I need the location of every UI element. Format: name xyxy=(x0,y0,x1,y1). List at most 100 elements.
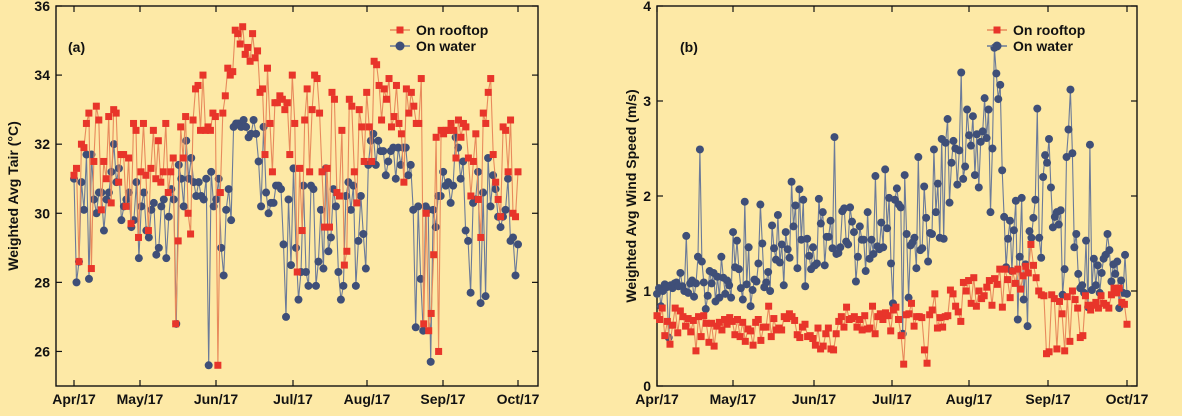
data-point-rooftop xyxy=(705,338,713,346)
data-point-rooftop xyxy=(962,287,970,295)
data-point-rooftop xyxy=(1081,292,1089,300)
data-point-water xyxy=(414,202,423,211)
data-point-rooftop xyxy=(1120,300,1128,308)
data-point-rooftop xyxy=(741,337,749,345)
data-point-water xyxy=(1072,230,1081,238)
data-point-rooftop xyxy=(454,116,462,124)
data-point-rooftop xyxy=(82,119,90,127)
data-point-rooftop xyxy=(837,313,845,321)
data-point-water xyxy=(204,361,213,370)
data-point-rooftop xyxy=(861,312,869,320)
data-point-rooftop xyxy=(897,332,905,340)
data-point-rooftop xyxy=(464,154,472,162)
data-point-rooftop xyxy=(907,299,915,307)
data-point-water xyxy=(736,284,745,293)
data-point-rooftop xyxy=(663,317,671,325)
data-point-rooftop xyxy=(819,342,827,350)
data-point-water xyxy=(1033,104,1042,113)
data-point-rooftop xyxy=(783,315,791,323)
data-point-water xyxy=(734,265,743,274)
data-point-water xyxy=(924,257,933,266)
data-point-water xyxy=(346,205,355,214)
data-point-water xyxy=(1082,236,1091,245)
data-point-water xyxy=(174,160,183,169)
legend-label: On water xyxy=(416,38,476,54)
data-point-water xyxy=(304,281,313,290)
data-point-water xyxy=(902,230,911,238)
data-point-water xyxy=(963,105,972,114)
data-point-water xyxy=(1005,216,1014,225)
data-point-water xyxy=(219,271,228,280)
y-tick-label: 26 xyxy=(34,343,50,359)
data-point-water xyxy=(725,281,734,290)
data-point-water xyxy=(326,233,335,242)
data-point-rooftop xyxy=(850,313,858,321)
data-point-rooftop xyxy=(824,324,832,332)
data-point-rooftop xyxy=(1110,284,1118,292)
data-point-rooftop xyxy=(494,195,502,203)
data-point-rooftop xyxy=(757,336,765,344)
data-point-water xyxy=(319,264,328,273)
data-point-rooftop xyxy=(682,322,690,330)
data-point-rooftop xyxy=(452,154,460,162)
data-point-rooftop xyxy=(1094,304,1102,312)
data-point-rooftop xyxy=(321,223,329,231)
data-point-water xyxy=(401,143,410,152)
data-point-rooftop xyxy=(415,119,423,127)
data-point-water xyxy=(961,162,970,171)
data-point-rooftop xyxy=(281,106,289,114)
data-point-water xyxy=(224,185,233,194)
data-point-rooftop xyxy=(959,278,967,286)
data-point-rooftop xyxy=(736,333,744,341)
data-point-rooftop xyxy=(980,292,988,300)
data-point-rooftop xyxy=(713,322,721,330)
data-point-rooftop xyxy=(733,316,741,323)
data-point-rooftop xyxy=(926,311,934,319)
data-point-water xyxy=(818,208,827,217)
data-point-water xyxy=(366,136,375,145)
y-axis-label: Weighted Avg Tair (°C) xyxy=(5,121,21,271)
data-point-water xyxy=(748,286,757,295)
data-point-water xyxy=(848,217,857,226)
data-point-water xyxy=(846,203,855,212)
data-point-water xyxy=(202,174,211,183)
data-point-rooftop xyxy=(900,360,908,368)
data-point-water xyxy=(732,236,741,245)
data-point-water xyxy=(1111,269,1120,278)
data-point-rooftop xyxy=(85,109,93,117)
data-point-rooftop xyxy=(788,313,796,321)
data-point-water xyxy=(239,116,248,124)
data-point-water xyxy=(269,198,278,207)
data-point-rooftop xyxy=(697,333,705,341)
data-point-water xyxy=(758,239,767,248)
data-point-water xyxy=(851,277,860,286)
data-point-rooftop xyxy=(102,175,110,183)
data-point-rooftop xyxy=(90,157,98,165)
data-point-rooftop xyxy=(669,321,677,329)
data-point-water xyxy=(764,268,773,276)
data-point-water xyxy=(1078,281,1087,290)
legend-marker-rooftop xyxy=(993,26,1001,34)
data-point-water xyxy=(881,165,890,174)
data-point-water xyxy=(853,252,862,261)
data-point-rooftop xyxy=(869,302,877,310)
data-point-water xyxy=(1046,183,1055,192)
data-point-water xyxy=(682,231,691,240)
data-point-rooftop xyxy=(957,317,965,325)
data-point-rooftop xyxy=(507,116,515,124)
data-point-rooftop xyxy=(700,312,708,320)
data-point-rooftop xyxy=(301,116,309,124)
data-point-rooftop xyxy=(316,109,324,117)
data-point-rooftop xyxy=(679,313,687,321)
data-point-water xyxy=(1029,213,1038,222)
data-point-rooftop xyxy=(967,299,975,307)
data-point-water xyxy=(959,174,968,183)
data-point-water xyxy=(1089,254,1098,263)
data-point-water xyxy=(384,157,393,166)
data-point-water xyxy=(791,201,800,210)
data-point-rooftop xyxy=(661,332,669,340)
data-point-water xyxy=(222,205,231,214)
data-point-rooftop xyxy=(239,23,247,31)
data-point-rooftop xyxy=(318,168,326,176)
data-point-water xyxy=(896,203,905,212)
